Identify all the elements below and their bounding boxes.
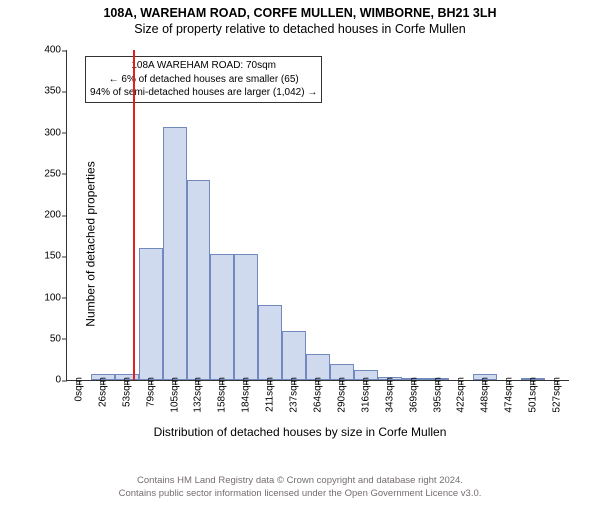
x-tick-label: 369sqm	[408, 377, 419, 413]
y-tick: 100	[27, 292, 61, 303]
chart-title-sub: Size of property relative to detached ho…	[0, 22, 600, 36]
copyright-footer: Contains HM Land Registry data © Crown c…	[0, 475, 600, 500]
y-tick: 150	[27, 251, 61, 262]
x-tick-label: 527sqm	[552, 377, 563, 413]
x-tick-label: 0sqm	[73, 377, 84, 401]
x-tick-label: 26sqm	[97, 377, 108, 407]
annotation-line2: ← 6% of detached houses are smaller (65)	[90, 73, 317, 87]
x-axis-label: Distribution of detached houses by size …	[0, 425, 600, 439]
histogram-bar	[163, 127, 187, 380]
copyright-line2: Contains public sector information licen…	[0, 488, 600, 500]
x-tick-label: 343sqm	[384, 377, 395, 413]
histogram-bar	[234, 254, 258, 380]
annotation-line1: 108A WAREHAM ROAD: 70sqm	[90, 59, 317, 73]
x-tick-label: 105sqm	[169, 377, 180, 413]
y-tick: 200	[27, 210, 61, 221]
annotation-box: 108A WAREHAM ROAD: 70sqm ← 6% of detache…	[85, 56, 322, 103]
y-tick: 0	[27, 375, 61, 386]
x-tick-label: 290sqm	[336, 377, 347, 413]
x-tick-label: 474sqm	[504, 377, 515, 413]
y-tick: 400	[27, 45, 61, 56]
y-tick: 250	[27, 168, 61, 179]
x-tick-label: 53sqm	[121, 377, 132, 407]
histogram-bar	[187, 180, 211, 380]
x-tick-label: 316sqm	[360, 377, 371, 413]
x-tick-label: 79sqm	[145, 377, 156, 407]
y-tick: 300	[27, 127, 61, 138]
histogram-bar	[258, 305, 282, 380]
histogram-bar	[282, 331, 306, 381]
x-tick-label: 395sqm	[432, 377, 443, 413]
x-tick-label: 184sqm	[241, 377, 252, 413]
histogram-bar	[210, 254, 234, 380]
y-tick: 50	[27, 333, 61, 344]
copyright-line1: Contains HM Land Registry data © Crown c…	[0, 475, 600, 487]
chart-title-main: 108A, WAREHAM ROAD, CORFE MULLEN, WIMBOR…	[0, 6, 600, 20]
x-tick-label: 448sqm	[480, 377, 491, 413]
marker-line	[133, 50, 135, 380]
x-tick-label: 158sqm	[217, 377, 228, 413]
plot-region: 108A WAREHAM ROAD: 70sqm ← 6% of detache…	[66, 50, 569, 381]
histogram-bar	[139, 248, 163, 380]
x-tick-label: 264sqm	[313, 377, 324, 413]
x-tick-label: 237sqm	[289, 377, 300, 413]
annotation-line3: 94% of semi-detached houses are larger (…	[90, 86, 317, 100]
x-tick-label: 211sqm	[265, 377, 276, 412]
chart-area: Number of detached properties 108A WAREH…	[0, 44, 600, 444]
y-tick: 350	[27, 86, 61, 97]
x-tick-label: 132sqm	[193, 377, 204, 413]
x-tick-label: 501sqm	[528, 377, 539, 413]
x-tick-label: 422sqm	[456, 377, 467, 413]
